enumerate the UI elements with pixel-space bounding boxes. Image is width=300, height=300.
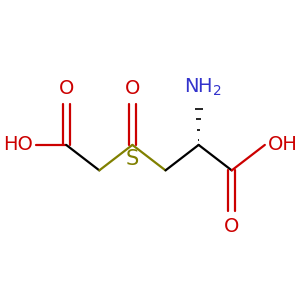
Text: O: O	[224, 217, 239, 236]
Text: O: O	[125, 79, 140, 98]
Text: OH: OH	[267, 135, 297, 154]
Text: O: O	[58, 79, 74, 98]
Text: HO: HO	[3, 135, 33, 154]
Text: S: S	[126, 149, 139, 169]
Text: NH$_2$: NH$_2$	[184, 77, 222, 98]
